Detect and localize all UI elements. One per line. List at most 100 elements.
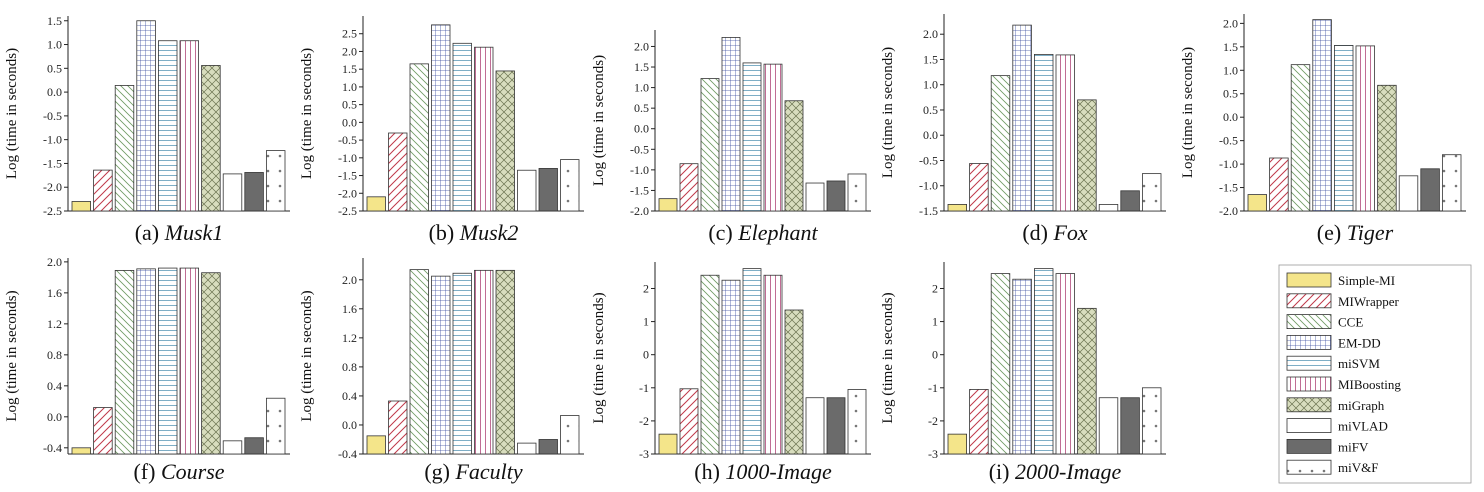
y-tick-label: -1.5: [1219, 181, 1238, 195]
bar-cce: [1290, 64, 1311, 212]
bar-miv-f: [847, 173, 867, 212]
bar-mivlad: [222, 173, 243, 212]
bar-mivlad: [1098, 204, 1119, 212]
y-tick-label: -0.5: [43, 109, 62, 123]
y-tick-label: -1.5: [919, 204, 938, 218]
bar-migraph: [201, 65, 221, 212]
legend-label: EM-DD: [1338, 335, 1381, 350]
y-tick-label: -2: [639, 414, 649, 428]
bar-migraph: [495, 269, 515, 455]
bar-miv-f: [1142, 173, 1162, 212]
bar-miv-f: [847, 389, 867, 455]
legend-label: Simple-MI: [1338, 273, 1395, 288]
y-tick-label: -1.5: [630, 183, 649, 197]
legend-label: MIWrapper: [1338, 294, 1400, 309]
y-tick-label: -3: [928, 447, 938, 461]
legend-swatch: [1286, 334, 1332, 350]
bar-em-dd: [1312, 19, 1332, 212]
bar-mivlad: [517, 169, 537, 212]
bar-miv-f: [265, 150, 286, 212]
y-tick-label: -0.5: [338, 133, 357, 147]
y-tick-label: 2.0: [47, 255, 62, 269]
y-tick-label: -2.5: [43, 204, 62, 218]
chart-caption: (h) 1000-Image: [694, 459, 832, 484]
bar-miboosting: [474, 46, 494, 212]
legend-label: miV&F: [1338, 460, 1378, 475]
bar-misvm: [157, 40, 178, 212]
bar-miwrapper: [969, 163, 989, 212]
bar-cce: [409, 269, 429, 455]
bar-simple-mi: [658, 198, 678, 212]
bar-mifv: [538, 439, 558, 455]
caption-prefix: (i): [989, 459, 1015, 484]
legend-label: MIBoosting: [1338, 377, 1401, 392]
y-axis-label: Log (time in seconds): [591, 55, 607, 186]
bar-miboosting: [1355, 45, 1376, 212]
bar-simple-mi: [658, 433, 678, 455]
bar-misvm: [742, 62, 762, 212]
bar-misvm: [1034, 54, 1054, 212]
bar-em-dd: [1012, 24, 1032, 212]
chart-5: -0.4 0.0 0.4 0.8 1.2 1.6 2.0 Log (time in secon…: [4, 255, 290, 484]
caption-name: Tiger: [1347, 220, 1394, 245]
caption-name: 1000-Image: [725, 459, 832, 484]
y-tick-label: 0.0: [47, 85, 62, 99]
bar-miwrapper: [388, 400, 408, 455]
bar-mifv: [1120, 397, 1140, 455]
bar-cce: [990, 273, 1011, 455]
y-axis-label: Log (time in seconds): [4, 290, 20, 421]
legend-swatch: [1286, 438, 1332, 454]
y-axis-label: Log (time in seconds): [1180, 47, 1196, 178]
y-tick-label: 0.5: [923, 103, 938, 117]
y-tick-label: 0.5: [47, 61, 62, 75]
bar-em-dd: [431, 275, 451, 455]
bar-em-dd: [431, 24, 451, 212]
bar-migraph: [1377, 84, 1397, 212]
bar-migraph: [784, 100, 804, 212]
y-tick-label: 2.0: [923, 27, 938, 41]
bar-em-dd: [721, 279, 741, 455]
bar-mifv: [1420, 168, 1440, 212]
y-tick-label: 2.0: [342, 44, 357, 58]
y-tick-label: 0.8: [47, 348, 62, 362]
y-tick-label: 1.0: [47, 38, 62, 52]
y-axis-label: Log (time in seconds): [299, 48, 315, 179]
caption-prefix: (f): [133, 459, 160, 484]
bar-simple-mi: [947, 204, 968, 212]
chart-caption: (i) 2000-Image: [989, 459, 1122, 484]
bar-cce: [990, 75, 1011, 212]
bar-em-dd: [136, 20, 156, 212]
chart-4: -2.0 -1.5 -1.0 -0.5 0.0 0.5 1.0 1.5 2.0 Log (time…: [1180, 14, 1466, 245]
bar-miwrapper: [679, 163, 699, 212]
y-tick-label: 0.0: [634, 122, 649, 136]
legend-swatch: [1286, 272, 1332, 288]
bar-miboosting: [179, 40, 200, 212]
bar-mifv: [538, 168, 558, 212]
y-tick-label: -1.0: [630, 163, 649, 177]
y-tick-label: 1: [932, 315, 938, 329]
bar-mivlad: [517, 442, 537, 455]
y-tick-label: 1.0: [923, 78, 938, 92]
bar-migraph: [784, 309, 804, 455]
y-tick-label: -2: [928, 414, 938, 428]
chart-3: -1.5 -1.0 -0.5 0.0 0.5 1.0 1.5 2.0 Log (time in …: [880, 14, 1166, 245]
y-tick-label: -0.5: [1219, 134, 1238, 148]
bar-mivlad: [805, 182, 825, 212]
legend-swatch: [1286, 293, 1332, 309]
chart-caption: (b) Musk2: [429, 220, 519, 245]
y-tick-label: 0.5: [1223, 87, 1238, 101]
bar-simple-mi: [947, 433, 968, 455]
caption-prefix: (d): [1022, 220, 1053, 245]
bar-cce: [114, 85, 135, 212]
legend-label: miGraph: [1338, 398, 1385, 413]
bar-misvm: [157, 267, 178, 455]
bar-misvm: [1334, 45, 1354, 212]
bar-mivlad: [805, 397, 825, 455]
y-tick-label: 1: [643, 315, 649, 329]
y-tick-label: 0.0: [923, 128, 938, 142]
y-tick-label: 1.5: [1223, 40, 1238, 54]
bar-mifv: [826, 397, 846, 455]
bar-simple-mi: [71, 447, 92, 455]
caption-prefix: (e): [1317, 220, 1347, 245]
